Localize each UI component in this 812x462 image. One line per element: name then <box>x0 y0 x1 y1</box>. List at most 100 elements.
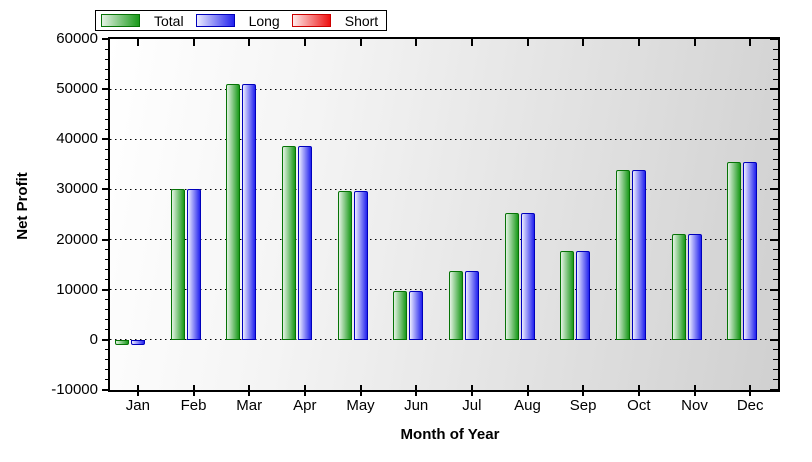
y-axis-tick-left <box>105 198 110 200</box>
y-axis-tick-right <box>773 349 778 351</box>
y-axis-tick-left <box>105 208 110 210</box>
bar-long-nov <box>687 234 702 340</box>
y-axis-tick-left <box>105 279 110 281</box>
grid-line <box>110 88 778 90</box>
y-axis-tick-right <box>773 259 778 261</box>
bar-long-oct <box>631 169 646 340</box>
x-tick-label: Sep <box>569 397 597 414</box>
bar-long-mar <box>242 84 257 340</box>
y-axis-tick-left <box>105 178 110 180</box>
bar-long-dec <box>743 161 758 340</box>
y-axis-tick-right <box>773 369 778 371</box>
y-axis-tick-right <box>773 319 778 321</box>
bar-total-apr <box>281 145 296 340</box>
legend-label-total: Total <box>154 12 184 29</box>
bar-total-dec <box>727 161 742 340</box>
bar-long-jul <box>464 271 479 340</box>
y-axis-tick-right <box>773 379 778 381</box>
y-axis-tick-left <box>105 369 110 371</box>
bar-long-feb <box>186 189 201 340</box>
y-axis-tick-left <box>102 138 110 141</box>
x-axis-tick-bottom <box>526 385 529 396</box>
y-axis-tick-right <box>773 78 778 80</box>
x-axis-tick-top <box>470 39 473 46</box>
y-axis-tick-left <box>105 148 110 150</box>
bar-total-aug <box>504 212 519 340</box>
y-axis-tick-right <box>770 138 778 141</box>
y-axis-tick-left <box>105 309 110 311</box>
legend: Total Long Short <box>95 10 388 31</box>
y-axis-tick-right <box>770 238 778 241</box>
y-axis-tick-right <box>770 288 778 291</box>
y-axis-tick-right <box>770 88 778 91</box>
y-axis-tick-right <box>773 299 778 301</box>
legend-label-short: Short <box>344 12 379 29</box>
grid-line <box>110 289 778 291</box>
y-axis-tick-left <box>105 349 110 351</box>
x-tick-label: Jan <box>125 397 150 414</box>
bar-total-nov <box>671 234 686 340</box>
y-axis-tick-left <box>105 118 110 120</box>
y-axis-tick-right <box>773 168 778 170</box>
bar-total-jun <box>393 290 408 340</box>
y-axis-tick-right <box>770 338 778 341</box>
x-axis-tick-top <box>637 39 640 46</box>
y-axis-tick-right <box>773 309 778 311</box>
y-axis-tick-left <box>105 158 110 160</box>
x-axis-tick-bottom <box>637 385 640 396</box>
x-axis-tick-top <box>526 39 529 46</box>
y-axis-tick-right <box>770 188 778 191</box>
y-axis-tick-right <box>773 58 778 60</box>
bar-total-feb <box>170 189 185 340</box>
y-axis-title: Net Profit <box>14 172 31 240</box>
y-axis-tick-left <box>105 98 110 100</box>
x-axis-tick-bottom <box>582 385 585 396</box>
x-axis-tick-top <box>749 39 752 46</box>
y-axis-tick-left <box>102 389 110 391</box>
legend-item-long[interactable]: Long <box>195 13 280 29</box>
x-axis-tick-bottom <box>303 385 306 396</box>
y-tick-label: 0 <box>89 330 98 348</box>
y-axis-tick-right <box>770 38 778 40</box>
y-axis-tick-left <box>102 288 110 291</box>
y-axis-tick-right <box>773 198 778 200</box>
y-axis-tick-left <box>105 108 110 110</box>
x-tick-label: Dec <box>736 397 764 414</box>
y-axis-tick-right <box>773 148 778 150</box>
x-tick-label: Aug <box>514 397 541 414</box>
y-axis-tick-right <box>773 128 778 130</box>
x-axis-tick-bottom <box>693 385 696 396</box>
y-tick-label: 30000 <box>56 180 98 198</box>
x-axis-tick-bottom <box>248 385 251 396</box>
y-axis-tick-left <box>105 329 110 331</box>
y-axis-tick-right <box>773 359 778 361</box>
x-axis-tick-bottom <box>749 385 752 396</box>
x-axis-tick-bottom <box>359 385 362 396</box>
x-axis-tick-top <box>582 39 585 46</box>
y-axis-tick-right <box>773 219 778 220</box>
legend-item-short[interactable]: Short <box>291 12 379 29</box>
x-tick-label: May <box>346 397 375 414</box>
grid-line <box>110 239 778 241</box>
y-axis-tick-right <box>773 158 778 160</box>
y-axis-tick-left <box>105 299 110 301</box>
bar-total-jul <box>448 271 463 340</box>
legend-item-total[interactable]: Total <box>101 13 184 29</box>
y-tick-label: 20000 <box>56 230 98 248</box>
y-axis-tick-left <box>102 88 110 91</box>
x-axis-tick-bottom <box>192 385 195 396</box>
bar-total-sep <box>560 251 575 340</box>
y-axis-tick-left <box>105 249 110 251</box>
y-axis-tick-left <box>102 338 110 341</box>
y-tick-label: -10000 <box>51 381 98 398</box>
bar-total-oct <box>615 169 630 340</box>
bar-long-apr <box>297 145 312 340</box>
y-axis-tick-left <box>105 379 110 381</box>
x-axis-tick-top <box>248 39 251 46</box>
y-axis-tick-right <box>773 279 778 281</box>
bar-total-may <box>337 191 352 340</box>
legend-swatch-total <box>101 14 140 27</box>
y-axis-tick-left <box>105 319 110 321</box>
x-axis-tick-top <box>415 39 418 46</box>
x-axis-tick-bottom <box>415 385 418 396</box>
